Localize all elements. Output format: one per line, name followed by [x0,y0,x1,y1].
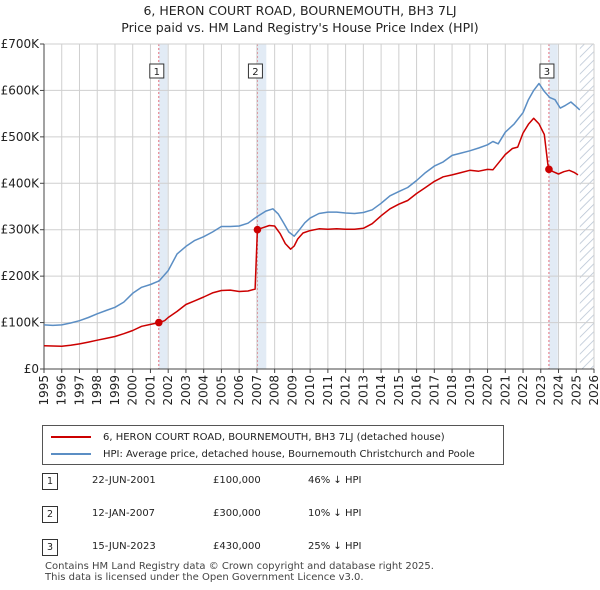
sale-number-badge: 3 [42,539,58,556]
x-tick-label: 2001 [143,375,157,406]
x-tick-label: 2022 [516,375,530,406]
sale-date: 15-JUN-2023 [92,541,156,552]
sale-point [253,225,262,234]
x-tick-label: 2018 [445,375,459,406]
sale-row: 2 12-JAN-2007 £300,000 10% ↓ HPI [0,505,600,525]
x-tick-label: 2016 [410,375,424,406]
x-tick-label: 1997 [72,375,86,406]
x-tick-label: 1996 [55,375,69,406]
y-tick-label: £300K [1,223,41,237]
sale-label-box [539,63,555,79]
x-tick-label: 2000 [126,375,140,406]
y-tick-label: £0 [24,362,39,376]
sale-hpi-diff: 10% ↓ HPI [308,508,362,519]
y-tick-label: £100K [1,316,41,330]
legend-label-hpi: HPI: Average price, detached house, Bour… [103,448,475,460]
x-tick-label: 2023 [534,375,548,406]
legend: 6, HERON COURT ROAD, BOURNEMOUTH, BH3 7L… [42,425,504,465]
y-tick-label: £700K [1,37,41,51]
y-tick-label: £500K [1,130,41,144]
x-tick-label: 1998 [90,375,104,406]
x-tick-label: 2005 [214,375,228,406]
x-tick-label: 2012 [339,375,353,406]
sale-number-badge: 2 [42,506,58,523]
x-tick-label: 2024 [552,375,566,406]
x-tick-label: 2003 [179,375,193,406]
x-tick-label: 2008 [268,375,282,406]
sale-price: £430,000 [213,541,261,552]
legend-swatch-hpi [51,453,91,455]
x-tick-label: 2025 [569,375,583,406]
x-tick-label: 2020 [481,375,495,406]
sale-hpi-diff: 25% ↓ HPI [308,541,362,552]
legend-item-hpi: HPI: Average price, detached house, Bour… [51,446,475,462]
hpi-line [43,82,581,327]
legend-swatch-property [51,436,91,438]
sale-label: 2 [252,67,258,78]
title-line-2: Price paid vs. HM Land Registry's House … [121,20,479,35]
sale-point [154,318,163,327]
sale-point [545,165,553,174]
sale-price: £300,000 [213,508,261,519]
sale-shade-band [158,44,168,369]
x-tick-label: 2013 [356,375,370,406]
y-tick-label: £600K [1,83,41,97]
sale-label: 1 [154,67,160,78]
x-tick-label: 2002 [161,375,175,406]
x-tick-label: 2015 [392,375,406,406]
y-tick-label: £400K [1,176,41,190]
property-price-line [43,117,579,348]
x-tick-label: 2006 [232,375,246,406]
sale-label-box [149,63,165,79]
x-tick-label: 1999 [108,375,122,406]
sale-label: 3 [544,67,550,78]
x-tick-label: 2009 [285,375,299,406]
x-tick-label: 2014 [374,375,388,406]
sale-shade-band [548,44,558,369]
sale-label-box [247,63,263,79]
x-tick-label: 1995 [37,375,51,406]
x-tick-label: 2011 [321,375,335,406]
footer-line-1: Contains HM Land Registry data © Crown c… [45,561,434,572]
x-tick-label: 2021 [498,375,512,406]
x-tick-label: 2026 [587,375,600,406]
chart-title: 6, HERON COURT ROAD, BOURNEMOUTH, BH3 7L… [0,2,600,36]
sale-price: £100,000 [213,475,261,486]
sale-hpi-diff: 46% ↓ HPI [308,475,362,486]
legend-item-property: 6, HERON COURT ROAD, BOURNEMOUTH, BH3 7L… [51,429,445,445]
y-tick-label: £200K [1,269,41,283]
sale-row: 1 22-JUN-2001 £100,000 46% ↓ HPI [0,472,600,492]
x-tick-label: 2019 [463,375,477,406]
price-chart: £0 £100K £200K £300K £400K £500K £600K £700K 199… [1,37,600,406]
sale-date: 12-JAN-2007 [92,508,156,519]
sale-row: 3 15-JUN-2023 £430,000 25% ↓ HPI [0,538,600,558]
title-line-1: 6, HERON COURT ROAD, BOURNEMOUTH, BH3 7L… [143,3,457,18]
sale-shade-band [257,44,267,369]
x-tick-label: 2004 [197,375,211,406]
future-hatch-area [579,44,594,369]
x-tick-label: 2010 [303,375,317,406]
x-tick-label: 2017 [427,375,441,406]
sale-number-badge: 1 [42,473,58,490]
legend-label-property: 6, HERON COURT ROAD, BOURNEMOUTH, BH3 7L… [103,431,445,443]
sale-date: 22-JUN-2001 [92,475,156,486]
x-tick-label: 2007 [250,375,264,406]
footer-line-2: This data is licensed under the Open Gov… [45,572,364,583]
footer-attribution: Contains HM Land Registry data © Crown c… [45,561,434,583]
